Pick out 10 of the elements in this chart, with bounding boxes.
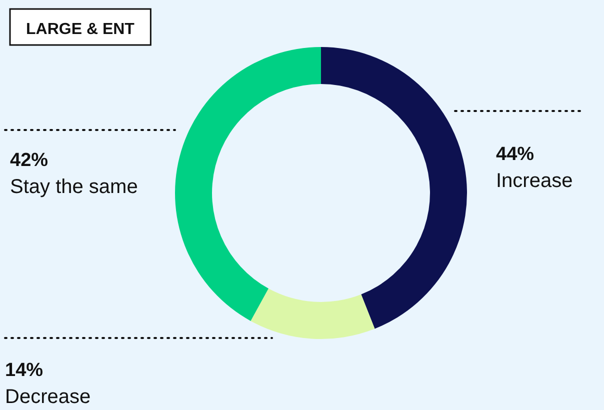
slice-label: Increase (496, 170, 573, 192)
data-label: 42% (10, 150, 48, 171)
chart-title: LARGE & ENT (26, 21, 135, 38)
donut-slice (321, 47, 467, 329)
slice-label: Stay the same (10, 176, 138, 198)
donut-slice (175, 47, 321, 321)
data-label: 44% (496, 144, 534, 165)
donut-slice (250, 288, 375, 339)
slice-label: Decrease (5, 386, 91, 408)
data-label: 14% (5, 360, 44, 381)
